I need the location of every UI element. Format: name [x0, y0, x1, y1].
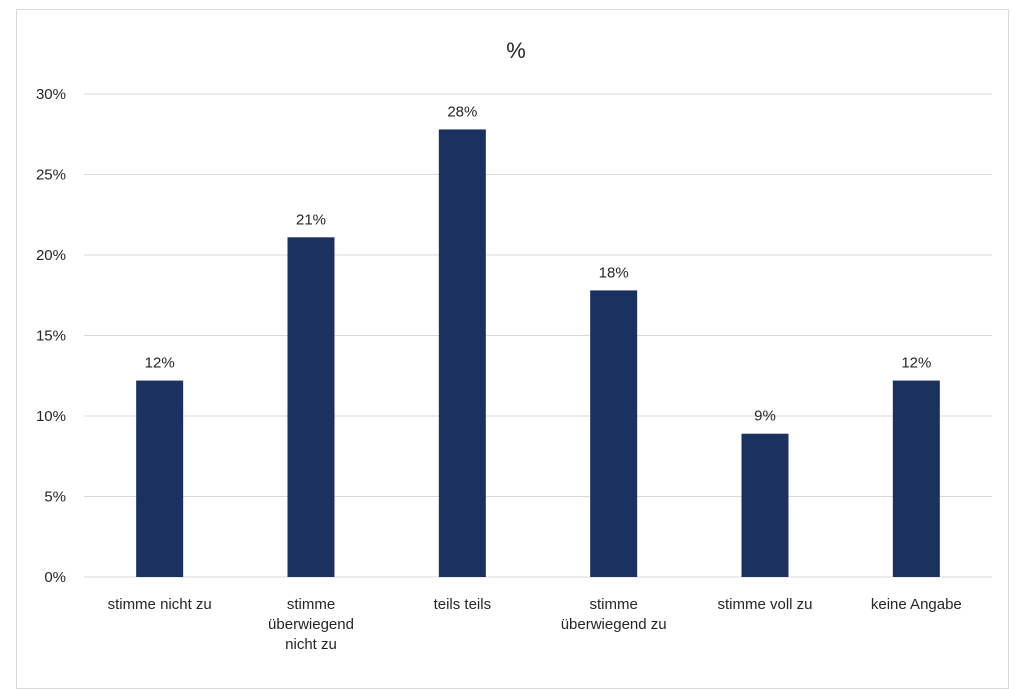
x-category-label: stimme nicht zu	[108, 596, 212, 613]
gridlines	[84, 94, 992, 577]
x-category-line: stimme nicht zu	[108, 596, 212, 613]
x-category-line: überwiegend	[268, 616, 354, 633]
y-tick-label: 15%	[36, 328, 66, 345]
y-tick-label: 30%	[36, 86, 66, 103]
x-category-line: stimme voll zu	[717, 596, 812, 613]
y-tick-label: 25%	[36, 167, 66, 184]
bar-chart: % 0% 5% 10% 15% 20% 25% 30% 12% 21% 28% 18% 9%12% …	[0, 0, 1019, 673]
bar	[590, 290, 637, 577]
y-axis-ticks: 0% 5% 10% 15% 20% 25% 30%	[36, 86, 66, 586]
x-axis-categories: stimme nicht zu stimme überwiegend nicht zu…	[108, 596, 962, 653]
y-tick-label: 5%	[44, 489, 66, 506]
bar	[742, 434, 789, 577]
data-label: 21%	[296, 211, 326, 228]
bar	[136, 381, 183, 577]
x-category-line: keine Angabe	[871, 596, 962, 613]
data-label: 12%	[901, 355, 931, 372]
bar	[439, 129, 486, 577]
data-label: 12%	[145, 355, 175, 372]
x-category-line: stimme	[287, 596, 335, 613]
x-category-label: teils teils	[434, 596, 492, 613]
data-label: 18%	[599, 264, 629, 281]
x-category-line: nicht zu	[285, 636, 337, 653]
bar	[893, 381, 940, 577]
x-category-label: stimme überwiegend zu	[561, 596, 667, 633]
bars	[136, 129, 940, 577]
y-tick-label: 20%	[36, 247, 66, 264]
x-category-line: teils teils	[434, 596, 492, 613]
data-label: 28%	[447, 103, 477, 120]
x-category-line: stimme	[589, 596, 637, 613]
chart-title: %	[506, 38, 526, 63]
bar	[288, 237, 335, 577]
data-labels: 12% 21% 28% 18% 9% 12%	[145, 103, 932, 424]
y-tick-label: 10%	[36, 408, 66, 425]
y-tick-label: 0%	[44, 569, 66, 586]
x-category-line: überwiegend zu	[561, 616, 667, 633]
x-category-label: keine Angabe	[871, 596, 962, 613]
x-category-label: stimme überwiegend nicht zu	[268, 596, 354, 653]
x-category-label: stimme voll zu	[717, 596, 812, 613]
data-label: 9%	[754, 408, 776, 425]
